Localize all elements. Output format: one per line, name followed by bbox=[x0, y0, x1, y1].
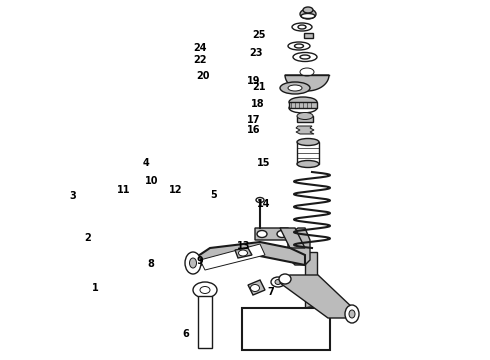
Bar bbox=[242, 308, 330, 350]
Polygon shape bbox=[235, 248, 252, 258]
Ellipse shape bbox=[289, 103, 317, 113]
Ellipse shape bbox=[250, 284, 260, 292]
Text: 22: 22 bbox=[193, 55, 207, 66]
Bar bbox=[297, 142, 319, 164]
Ellipse shape bbox=[300, 55, 310, 59]
Text: 1: 1 bbox=[92, 283, 99, 293]
Polygon shape bbox=[248, 280, 265, 295]
Text: 3: 3 bbox=[69, 191, 76, 201]
Text: 20: 20 bbox=[196, 71, 210, 81]
Text: 13: 13 bbox=[237, 240, 251, 251]
Ellipse shape bbox=[277, 230, 287, 238]
Ellipse shape bbox=[256, 198, 264, 202]
Text: 11: 11 bbox=[117, 185, 131, 195]
Ellipse shape bbox=[271, 277, 285, 287]
Ellipse shape bbox=[293, 53, 317, 62]
Polygon shape bbox=[304, 33, 313, 38]
Text: 15: 15 bbox=[257, 158, 270, 168]
Text: 7: 7 bbox=[267, 287, 274, 297]
Ellipse shape bbox=[297, 161, 319, 167]
Text: 21: 21 bbox=[252, 82, 266, 92]
Polygon shape bbox=[288, 228, 310, 265]
Text: 4: 4 bbox=[143, 158, 149, 168]
Ellipse shape bbox=[302, 307, 320, 317]
Text: 24: 24 bbox=[193, 42, 207, 53]
Text: 6: 6 bbox=[183, 329, 190, 339]
Bar bbox=[198, 296, 212, 348]
Text: 8: 8 bbox=[147, 258, 154, 269]
Text: 23: 23 bbox=[249, 48, 263, 58]
Ellipse shape bbox=[298, 25, 306, 29]
Ellipse shape bbox=[193, 282, 217, 298]
Ellipse shape bbox=[289, 97, 317, 107]
Ellipse shape bbox=[306, 309, 316, 315]
Ellipse shape bbox=[280, 82, 310, 94]
Ellipse shape bbox=[185, 252, 201, 274]
Ellipse shape bbox=[300, 68, 314, 76]
Polygon shape bbox=[280, 228, 305, 248]
Ellipse shape bbox=[297, 112, 313, 120]
Polygon shape bbox=[280, 275, 355, 318]
Text: 19: 19 bbox=[247, 76, 261, 86]
Ellipse shape bbox=[294, 44, 303, 48]
Text: 14: 14 bbox=[257, 199, 270, 210]
Polygon shape bbox=[200, 244, 265, 270]
Text: 16: 16 bbox=[247, 125, 261, 135]
Polygon shape bbox=[296, 126, 314, 134]
Text: 25: 25 bbox=[252, 30, 266, 40]
Ellipse shape bbox=[288, 85, 302, 91]
Ellipse shape bbox=[349, 310, 355, 318]
Polygon shape bbox=[195, 242, 305, 268]
Text: 5: 5 bbox=[210, 190, 217, 200]
Ellipse shape bbox=[301, 13, 315, 18]
Ellipse shape bbox=[257, 230, 267, 238]
Ellipse shape bbox=[200, 287, 210, 293]
Text: 2: 2 bbox=[84, 233, 91, 243]
Ellipse shape bbox=[239, 250, 247, 256]
Ellipse shape bbox=[345, 305, 359, 323]
Ellipse shape bbox=[288, 42, 310, 50]
Ellipse shape bbox=[292, 23, 312, 31]
Ellipse shape bbox=[303, 7, 313, 13]
Ellipse shape bbox=[279, 274, 291, 284]
Polygon shape bbox=[285, 75, 329, 91]
Bar bbox=[289, 102, 317, 108]
Text: 10: 10 bbox=[145, 176, 159, 186]
Text: 9: 9 bbox=[196, 256, 203, 266]
Ellipse shape bbox=[297, 139, 319, 145]
Ellipse shape bbox=[275, 279, 281, 284]
Ellipse shape bbox=[190, 258, 196, 268]
Text: 18: 18 bbox=[250, 99, 264, 109]
Polygon shape bbox=[255, 228, 295, 240]
Ellipse shape bbox=[300, 9, 316, 19]
Bar bbox=[305, 252, 317, 312]
Polygon shape bbox=[297, 116, 313, 122]
Text: 12: 12 bbox=[169, 185, 182, 195]
Text: 17: 17 bbox=[247, 114, 261, 125]
